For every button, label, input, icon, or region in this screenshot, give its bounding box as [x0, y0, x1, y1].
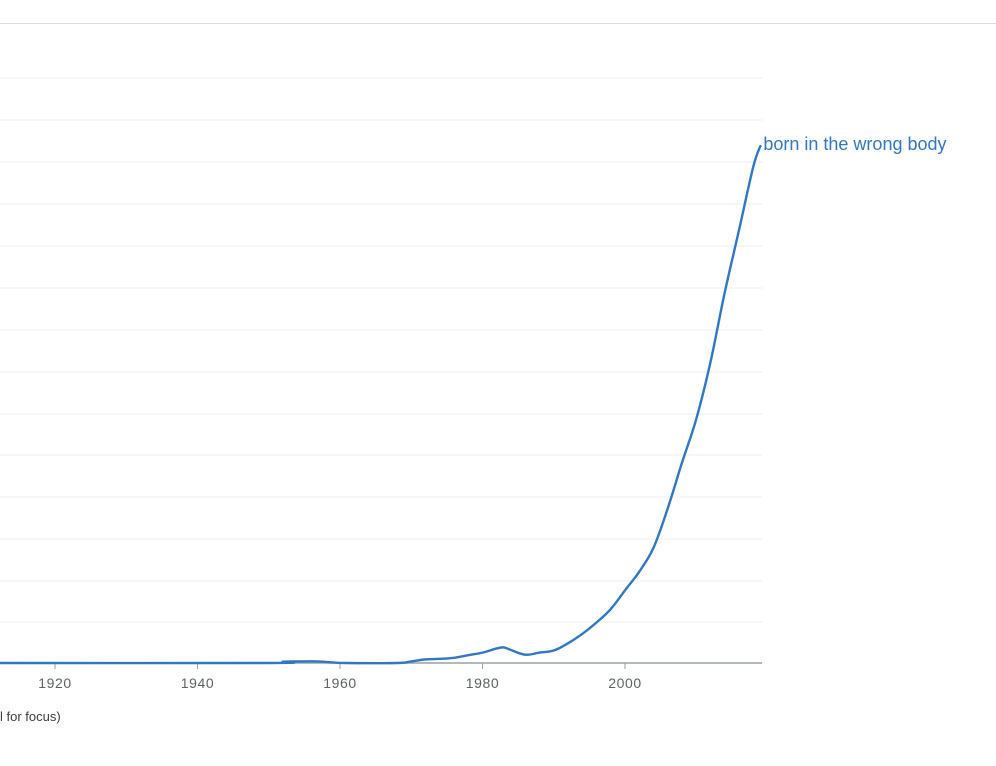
x-tick-label: 1940 — [181, 675, 215, 691]
x-tick-label: 1920 — [38, 675, 72, 691]
series-lines: born in the wrong body — [0, 134, 947, 665]
x-axis-ticks: 1920 1940 1960 1980 2000 — [38, 663, 642, 691]
x-tick-label: 1960 — [323, 675, 357, 691]
top-divider — [0, 23, 996, 24]
series-label: born in the wrong body — [763, 134, 946, 154]
chart-footnote: l for focus) — [0, 709, 61, 724]
x-tick-label: 1980 — [466, 675, 500, 691]
series-line — [0, 144, 762, 665]
x-tick-label: 2000 — [608, 675, 642, 691]
gridlines — [0, 77, 762, 623]
